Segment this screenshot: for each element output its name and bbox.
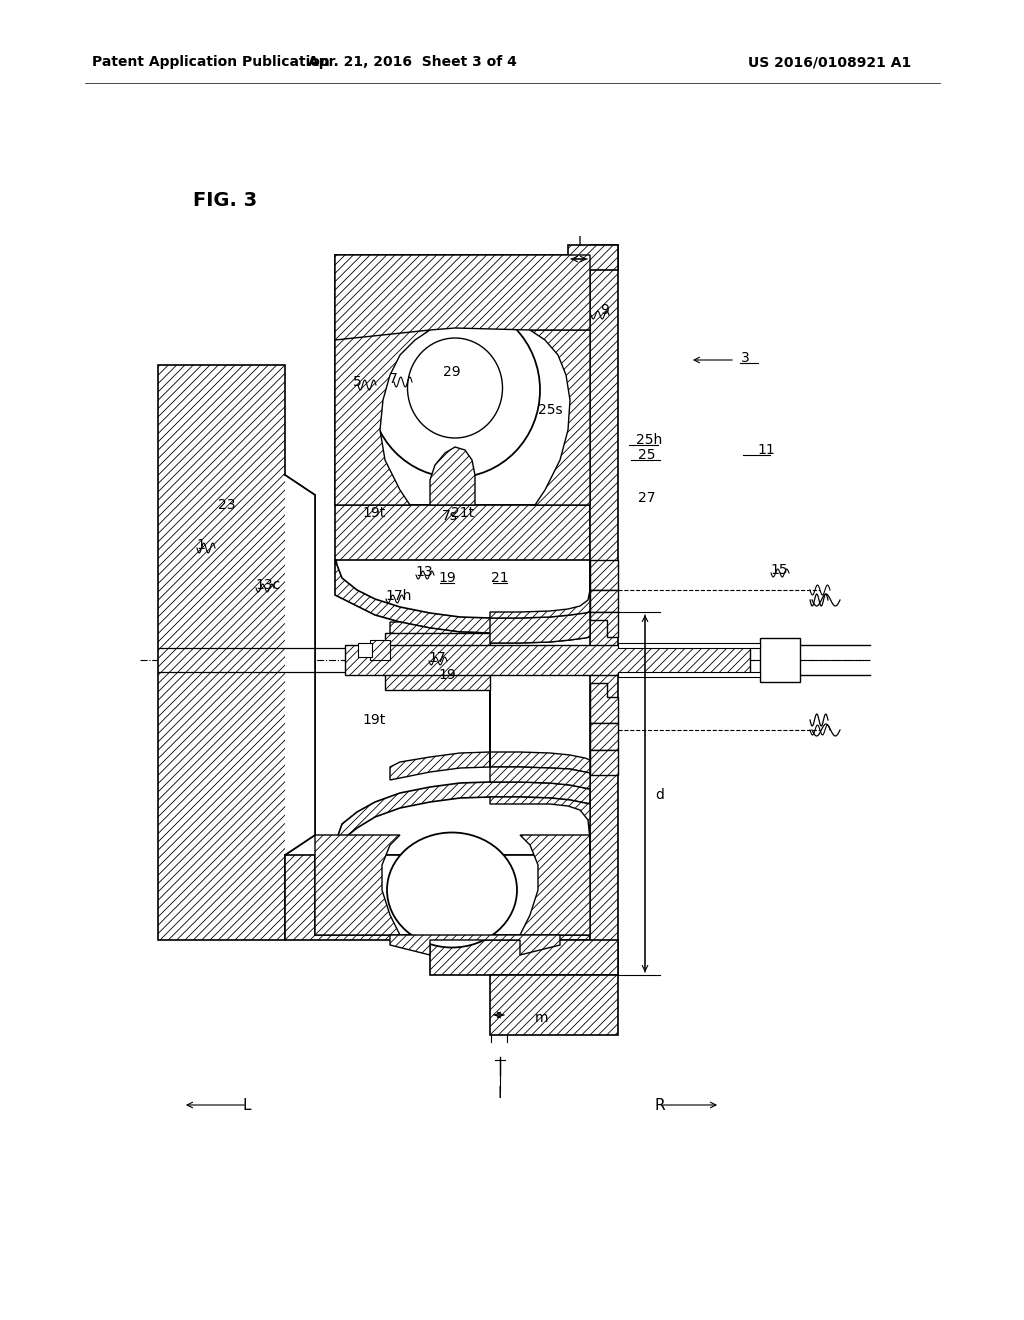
- Text: US 2016/0108921 A1: US 2016/0108921 A1: [749, 55, 911, 69]
- Polygon shape: [335, 506, 590, 560]
- Polygon shape: [490, 690, 590, 789]
- Text: 3: 3: [740, 351, 750, 366]
- Polygon shape: [385, 660, 490, 690]
- Ellipse shape: [408, 338, 503, 438]
- Text: m: m: [535, 1011, 549, 1026]
- Text: 11: 11: [757, 444, 775, 457]
- Polygon shape: [490, 560, 590, 618]
- Polygon shape: [430, 447, 475, 506]
- Text: 7: 7: [389, 372, 397, 385]
- Text: d: d: [655, 788, 664, 803]
- Polygon shape: [370, 640, 390, 660]
- Text: 19: 19: [438, 668, 456, 682]
- Polygon shape: [590, 560, 618, 590]
- Polygon shape: [358, 643, 372, 657]
- Text: 25s: 25s: [538, 403, 562, 417]
- Text: 21: 21: [492, 572, 509, 585]
- Text: 19t: 19t: [362, 713, 386, 727]
- Text: 25h: 25h: [636, 433, 663, 447]
- Polygon shape: [335, 330, 430, 506]
- Polygon shape: [390, 752, 590, 780]
- Polygon shape: [590, 612, 618, 638]
- Polygon shape: [315, 855, 590, 935]
- Text: I: I: [498, 1085, 502, 1101]
- Text: R: R: [654, 1097, 666, 1113]
- Polygon shape: [285, 855, 590, 940]
- Text: 7s: 7s: [442, 510, 458, 523]
- Text: 9: 9: [600, 304, 609, 317]
- Polygon shape: [490, 612, 590, 643]
- Polygon shape: [158, 366, 315, 940]
- Polygon shape: [390, 935, 560, 954]
- Polygon shape: [335, 560, 590, 634]
- Polygon shape: [335, 255, 590, 341]
- Text: 1: 1: [196, 539, 205, 552]
- Text: L: L: [243, 1097, 251, 1113]
- Text: 21t: 21t: [452, 506, 474, 520]
- Polygon shape: [530, 330, 590, 506]
- Polygon shape: [590, 723, 618, 750]
- Text: 29: 29: [443, 366, 461, 379]
- Text: FIG. 3: FIG. 3: [193, 190, 257, 210]
- Text: 23: 23: [218, 498, 236, 512]
- Polygon shape: [618, 643, 760, 648]
- Polygon shape: [345, 645, 750, 675]
- Polygon shape: [568, 246, 618, 271]
- Text: I: I: [578, 235, 582, 249]
- Polygon shape: [490, 975, 618, 1035]
- Polygon shape: [390, 622, 590, 643]
- Polygon shape: [430, 940, 618, 975]
- Text: 15: 15: [770, 564, 787, 577]
- Text: 5: 5: [352, 375, 361, 389]
- Text: 19t: 19t: [362, 506, 386, 520]
- Polygon shape: [490, 797, 590, 855]
- Ellipse shape: [370, 302, 540, 478]
- Text: 27: 27: [638, 491, 655, 506]
- Polygon shape: [285, 475, 315, 855]
- Text: 25: 25: [638, 447, 655, 462]
- Text: 13: 13: [415, 565, 432, 579]
- Polygon shape: [335, 781, 590, 861]
- Polygon shape: [590, 750, 618, 775]
- Polygon shape: [590, 246, 618, 975]
- Polygon shape: [618, 672, 760, 677]
- Polygon shape: [760, 638, 800, 682]
- Text: 19: 19: [438, 572, 456, 585]
- Polygon shape: [385, 634, 490, 660]
- Polygon shape: [335, 255, 590, 506]
- Text: 13c: 13c: [255, 578, 281, 591]
- Polygon shape: [590, 590, 618, 612]
- Polygon shape: [315, 836, 400, 935]
- Ellipse shape: [387, 833, 517, 948]
- Text: 17: 17: [428, 651, 445, 665]
- Text: 17h: 17h: [385, 589, 412, 603]
- Polygon shape: [590, 682, 618, 723]
- Polygon shape: [520, 836, 590, 935]
- Text: Patent Application Publication: Patent Application Publication: [92, 55, 330, 69]
- Text: Apr. 21, 2016  Sheet 3 of 4: Apr. 21, 2016 Sheet 3 of 4: [307, 55, 516, 69]
